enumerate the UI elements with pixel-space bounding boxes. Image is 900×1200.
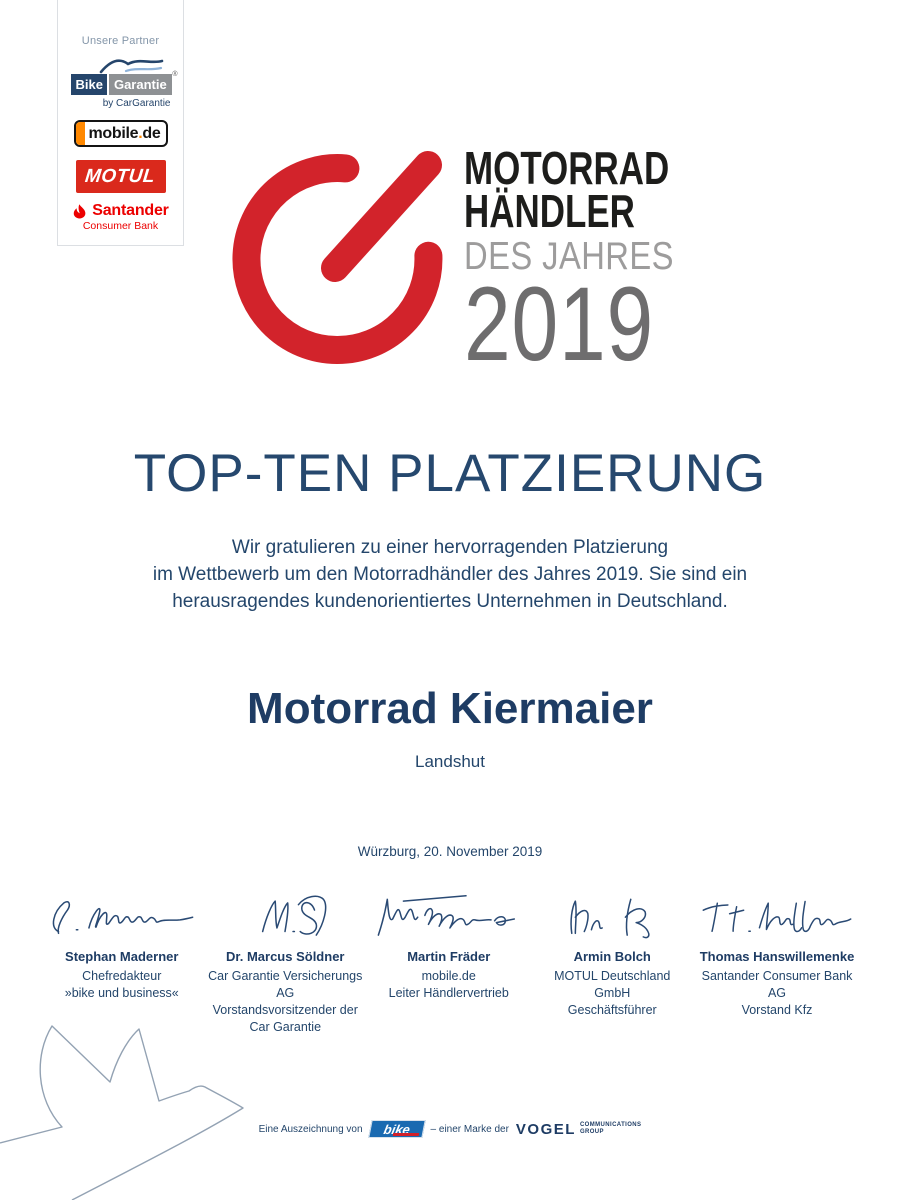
certificate-title: TOP-TEN PLATZIERUNG (133, 444, 767, 503)
signatory-name: Dr. Marcus Söldner (226, 949, 345, 964)
recipient-city: Landshut (415, 752, 485, 771)
signatory-role: Car Garantie (249, 1020, 322, 1034)
footer-middle-text: – einer Marke der (430, 1123, 509, 1135)
signatory-role: mobile.de (421, 969, 476, 983)
registered-mark: ® (172, 71, 178, 78)
congratulation-line1: Wir gratulieren zu einer hervorragenden … (231, 537, 669, 558)
signatory-name: Thomas Hanswillemenke (699, 949, 855, 964)
vogel-group-text: COMMUNICATIONS GROUP (580, 1122, 641, 1136)
mobile-de-dot: . (138, 124, 143, 142)
signature-armin-bolch-icon (535, 886, 691, 946)
award-logo-line1: MOTORRAD (464, 142, 670, 194)
signatory-role: Vorstandsvorsitzender der (212, 1003, 358, 1017)
vogel-group-line1: COMMUNICATIONS (579, 1122, 642, 1128)
signatory-role: Santander Consumer Bank AG (701, 969, 853, 1000)
santander-subline: Consumer Bank (82, 220, 159, 232)
signature-thomas-hanswillemenke-icon (698, 886, 856, 946)
santander-name: Santander (92, 202, 169, 219)
signatory-armin-bolch: Armin Bolch MOTUL Deutschland GmbH Gesch… (531, 886, 695, 1036)
signatory-marcus-soeldner: Dr. Marcus Söldner Car Garantie Versiche… (204, 886, 368, 1036)
award-power-mark-icon (232, 151, 443, 364)
award-logo-text: MOTORRAD HÄNDLER DES JAHRES 2019 (464, 142, 734, 383)
signature-marcus-soeldner-icon (208, 886, 364, 946)
mobile-de-logo: mobile.de (73, 120, 168, 147)
congratulation-line3: herausragendes kundenorientiertes Untern… (172, 591, 728, 612)
signatory-name: Armin Bolch (573, 949, 651, 964)
motul-logo: MOTUL (75, 160, 166, 193)
vogel-group-line2: GROUP (579, 1129, 604, 1135)
signature-martin-fraeder-icon (371, 886, 527, 946)
award-logo-year: 2019 (464, 266, 655, 383)
footer: Eine Auszeichnung von bike – einer Marke… (0, 1120, 900, 1138)
date-line: Würzburg, 20. November 2019 (357, 844, 543, 859)
signature-row: Stephan Maderner Chefredakteur »bike und… (40, 886, 860, 1036)
santander-logo: Santander Consumer Bank (72, 202, 169, 232)
award-logo-line3: DES JAHRES (464, 235, 674, 278)
signatory-role: Chefredakteur (82, 969, 162, 983)
bike-garantie-swoosh-icon (99, 59, 163, 74)
partners-heading: Unsere Partner (81, 35, 160, 47)
bike-garantie-byline: by CarGarantie (102, 98, 171, 109)
bike-logo-red-accent-icon (392, 1133, 419, 1136)
vogel-wordmark: VOGEL (515, 1120, 576, 1138)
bike-garantie-word1: Bike (70, 74, 107, 95)
congratulation-line2: im Wettbewerb um den Motorradhändler des… (152, 564, 748, 585)
santander-wordmark: Santander (72, 202, 169, 220)
signatory-name: Stephan Maderner (65, 949, 179, 964)
footer-prefix: Eine Auszeichnung von (258, 1123, 363, 1135)
award-logo-line2: HÄNDLER (464, 185, 635, 237)
signatory-role: Geschäftsführer (567, 1003, 657, 1017)
mobile-de-wordmark: mobile.de (85, 125, 166, 143)
signatory-role: Vorstand Kfz (741, 1003, 813, 1017)
signatory-role: Car Garantie Versicherungs AG (208, 969, 363, 1000)
signatory-role: MOTUL Deutschland GmbH (554, 969, 671, 1000)
signatory-martin-fraeder: Martin Fräder mobile.de Leiter Händlerve… (367, 886, 531, 1036)
signature-stephan-maderner-icon (44, 886, 200, 946)
partner-panel: Unsere Partner Bike Garantie ® by CarGar… (57, 0, 184, 246)
mobile-de-name: mobile (88, 124, 139, 142)
signatory-role: »bike und business« (64, 986, 179, 1000)
signatory-stephan-maderner: Stephan Maderner Chefredakteur »bike und… (40, 886, 204, 1036)
bike-magazine-logo: bike (367, 1120, 426, 1138)
motul-wordmark: MOTUL (84, 165, 157, 187)
mobile-de-orange-bar-icon (75, 122, 85, 145)
bike-garantie-wordmark: Bike Garantie ® (70, 71, 178, 95)
santander-flame-icon (74, 203, 86, 218)
vogel-bird-icon (0, 1025, 244, 1200)
congratulation-text: Wir gratulieren zu einer hervorragenden … (0, 534, 900, 615)
signatory-thomas-hanswillemenke: Thomas Hanswillemenke Santander Consumer… (694, 886, 860, 1036)
mobile-de-tld: de (142, 124, 161, 142)
recipient-name: Motorrad Kiermaier (247, 684, 653, 733)
signatory-name: Martin Fräder (407, 949, 491, 964)
bike-garantie-word2: Garantie (108, 74, 172, 95)
signatory-role: Leiter Händlervertrieb (388, 986, 509, 1000)
bike-garantie-logo: Bike Garantie ® by CarGarantie (70, 56, 178, 109)
